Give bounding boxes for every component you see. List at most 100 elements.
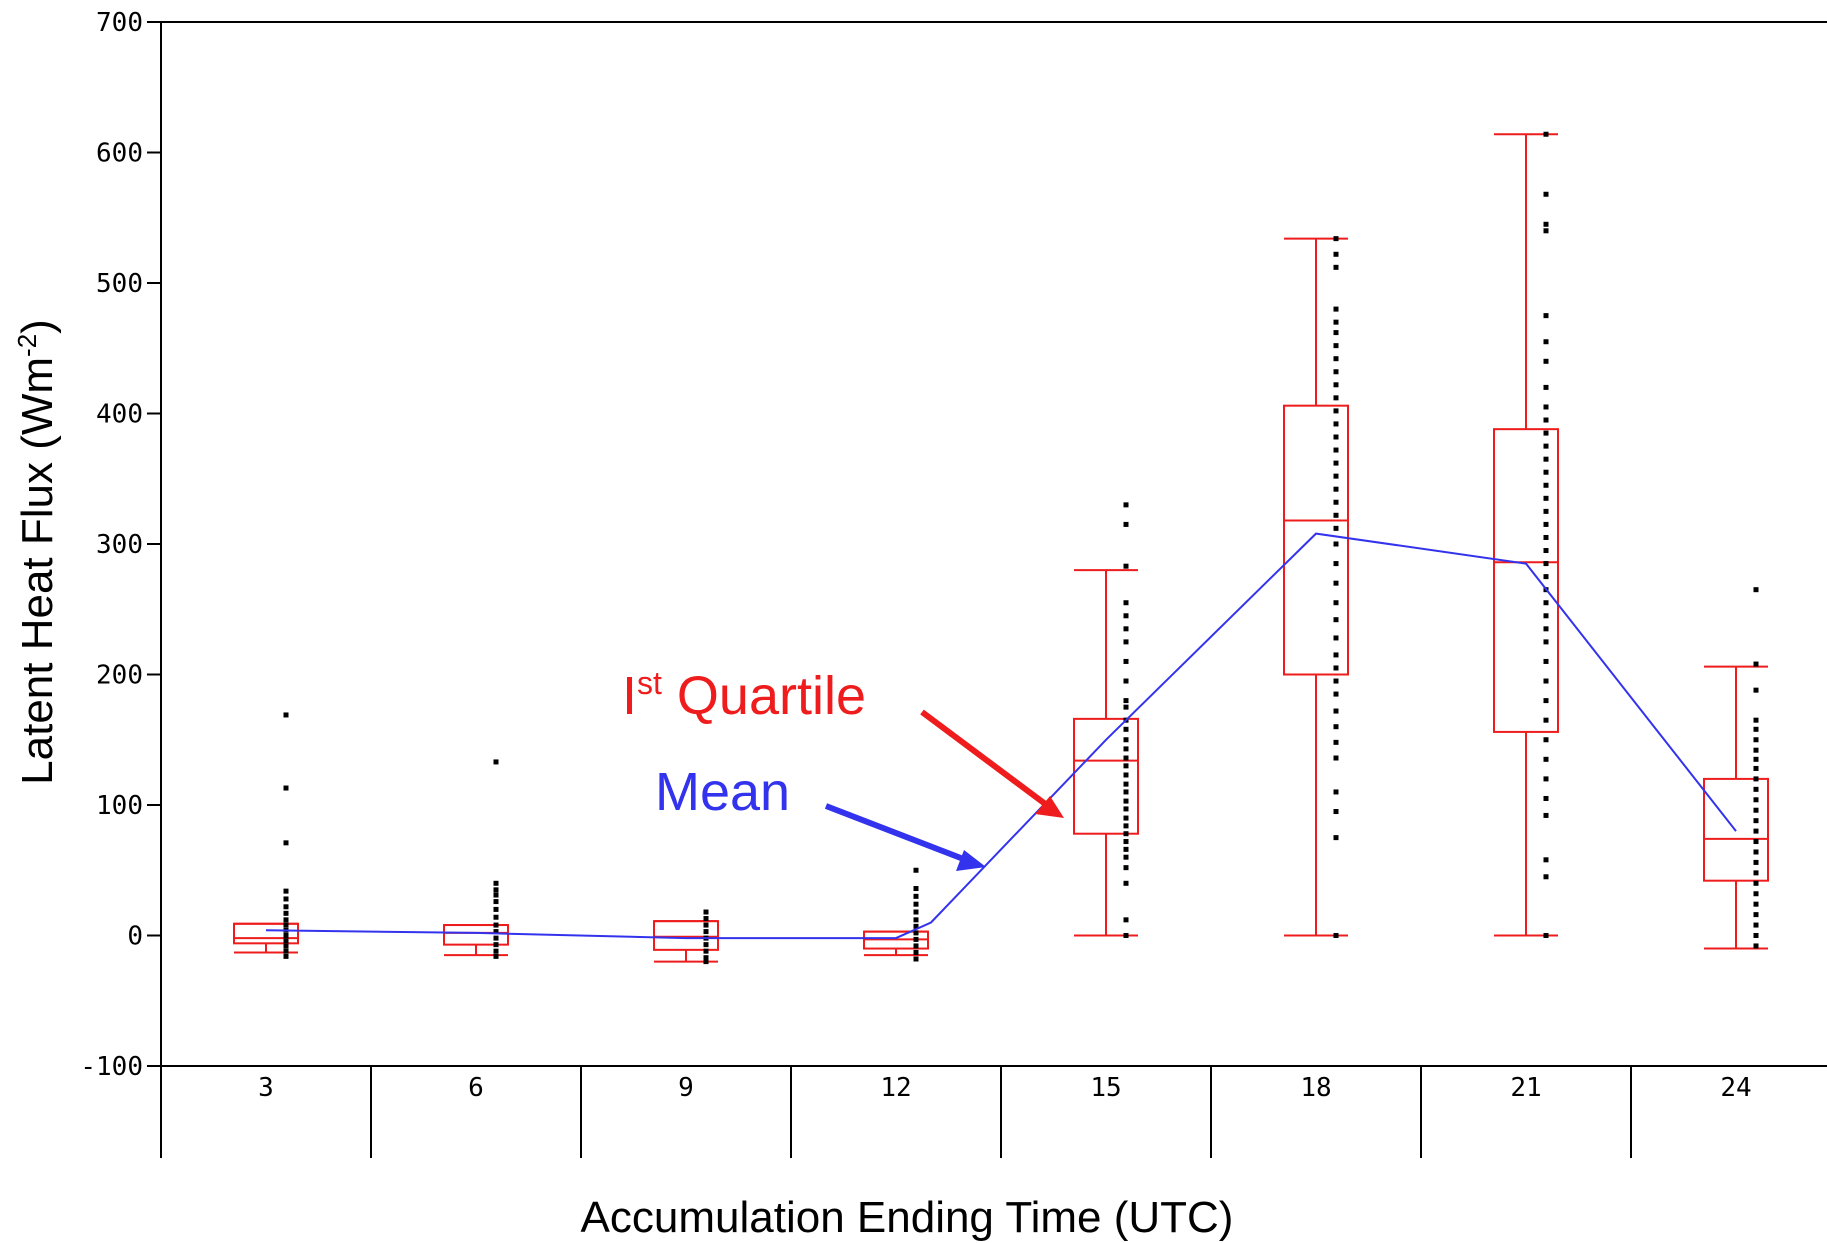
box-iqr bbox=[233, 922, 299, 945]
data-point bbox=[1753, 776, 1759, 782]
quartile-arrow-shaft bbox=[920, 709, 1050, 809]
points-12 bbox=[913, 867, 919, 962]
data-point bbox=[1123, 563, 1129, 569]
data-point bbox=[1333, 708, 1339, 714]
points-6 bbox=[493, 759, 499, 959]
data-point bbox=[1333, 724, 1339, 730]
data-point bbox=[703, 929, 709, 935]
data-point bbox=[1123, 846, 1129, 852]
data-point bbox=[1123, 865, 1129, 871]
data-point bbox=[493, 935, 499, 941]
data-point bbox=[1333, 264, 1339, 270]
x-tick-label: 9 bbox=[678, 1073, 694, 1103]
data-point bbox=[493, 953, 499, 959]
data-point bbox=[1333, 306, 1339, 312]
data-point bbox=[283, 840, 289, 846]
data-point bbox=[1543, 812, 1549, 818]
y-axis-title-close: ) bbox=[13, 319, 62, 334]
data-point bbox=[1333, 652, 1339, 658]
data-point bbox=[703, 948, 709, 954]
data-point bbox=[703, 922, 709, 928]
data-point bbox=[1123, 789, 1129, 795]
data-point bbox=[1543, 228, 1549, 234]
data-point bbox=[1543, 874, 1549, 880]
data-point bbox=[1753, 922, 1759, 928]
data-point bbox=[283, 910, 289, 916]
data-point bbox=[1123, 831, 1129, 837]
box-iqr bbox=[1493, 428, 1559, 733]
annotations: Ist Quartile Mean bbox=[622, 665, 1064, 871]
data-point bbox=[1333, 835, 1339, 841]
box-iqr bbox=[1283, 404, 1349, 676]
quartile-arrow-head bbox=[1035, 796, 1064, 818]
data-point bbox=[1753, 880, 1759, 886]
data-point bbox=[1333, 369, 1339, 375]
y-tick-label: 500 bbox=[96, 269, 143, 299]
data-point bbox=[1333, 809, 1339, 815]
data-point bbox=[1123, 600, 1129, 606]
point-series bbox=[283, 131, 1759, 965]
box-iqr bbox=[443, 924, 509, 946]
data-point bbox=[1543, 404, 1549, 410]
y-axis-title-sup: -2 bbox=[12, 334, 42, 357]
data-point bbox=[1543, 600, 1549, 606]
data-point bbox=[493, 880, 499, 886]
data-point bbox=[913, 867, 919, 873]
data-point bbox=[703, 916, 709, 922]
data-point bbox=[703, 959, 709, 965]
data-point bbox=[1333, 739, 1339, 745]
data-point bbox=[1123, 502, 1129, 508]
x-axis-title: Accumulation Ending Time (UTC) bbox=[581, 1193, 1234, 1242]
data-point bbox=[1543, 339, 1549, 345]
data-point bbox=[1753, 828, 1759, 834]
y-tick-label: 400 bbox=[96, 400, 143, 430]
data-point bbox=[1123, 658, 1129, 664]
data-point bbox=[1123, 726, 1129, 732]
x-tick-label: 15 bbox=[1090, 1073, 1121, 1103]
data-point bbox=[1123, 917, 1129, 923]
x-tick-label: 12 bbox=[880, 1073, 911, 1103]
data-point bbox=[1123, 839, 1129, 845]
data-point bbox=[913, 886, 919, 892]
quartile-annotation-sup: st bbox=[637, 665, 662, 701]
data-point bbox=[1543, 508, 1549, 514]
mean-line bbox=[265, 532, 1737, 940]
quartile-annotation: Ist Quartile bbox=[622, 665, 866, 726]
data-point bbox=[1333, 382, 1339, 388]
data-point bbox=[1123, 521, 1129, 527]
data-point bbox=[1333, 421, 1339, 427]
data-point bbox=[1333, 408, 1339, 414]
data-point bbox=[1333, 434, 1339, 440]
data-point bbox=[913, 930, 919, 936]
data-point bbox=[1123, 755, 1129, 761]
data-point bbox=[493, 887, 499, 893]
y-axis-title: Latent Heat Flux (Wm-2) bbox=[12, 319, 62, 785]
data-point bbox=[1543, 678, 1549, 684]
data-point bbox=[703, 909, 709, 915]
data-point bbox=[493, 942, 499, 948]
data-point bbox=[1543, 384, 1549, 390]
data-point bbox=[1333, 678, 1339, 684]
y-tick-label: 700 bbox=[96, 8, 143, 38]
data-point bbox=[1753, 933, 1759, 938]
data-point bbox=[1543, 933, 1549, 938]
data-point bbox=[1333, 395, 1339, 401]
data-point bbox=[913, 949, 919, 955]
data-point bbox=[1753, 717, 1759, 723]
data-point bbox=[1333, 512, 1339, 518]
data-point bbox=[1123, 781, 1129, 787]
mean-arrow-head bbox=[956, 850, 986, 871]
data-point bbox=[1543, 561, 1549, 567]
data-point bbox=[1753, 756, 1759, 762]
box-series bbox=[233, 133, 1769, 963]
data-point bbox=[1123, 698, 1129, 704]
data-point bbox=[913, 923, 919, 929]
y-tick-label: -100 bbox=[80, 1052, 143, 1082]
data-point bbox=[493, 892, 499, 898]
data-point bbox=[1753, 797, 1759, 803]
data-point bbox=[493, 914, 499, 920]
mean-series bbox=[265, 532, 1737, 940]
quartile-annotation-rest: Quartile bbox=[662, 666, 866, 726]
data-point bbox=[1543, 574, 1549, 580]
